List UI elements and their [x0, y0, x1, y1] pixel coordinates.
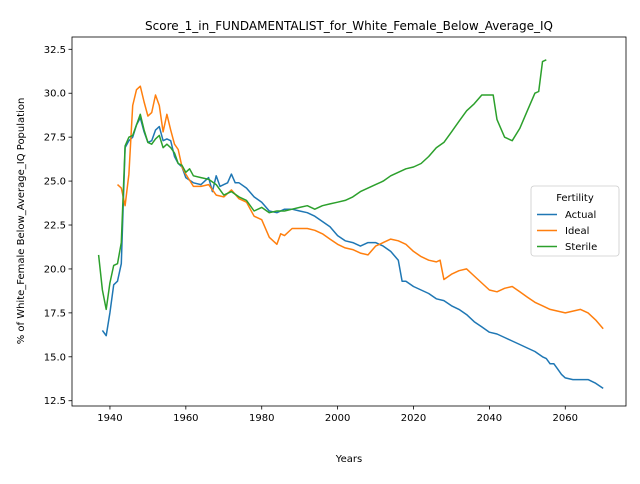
series-line-ideal — [116, 85, 604, 330]
y-tick-label: 15.0 — [44, 352, 66, 363]
legend-title: Fertility — [556, 193, 594, 204]
legend-label-sterile: Sterile — [565, 242, 597, 253]
legend-label-actual: Actual — [565, 210, 596, 221]
chart-title: Score_1_in_FUNDAMENTALIST_for_White_Fema… — [145, 19, 553, 33]
y-tick-label: 32.5 — [44, 45, 66, 56]
y-tick-label: 22.5 — [44, 221, 66, 232]
x-tick-label: 2040 — [477, 413, 502, 424]
y-axis: 12.5 15.0 17.5 20.0 22.5 25.0 27.5 30.0 32.5 — [44, 45, 72, 407]
legend-label-ideal: Ideal — [565, 226, 589, 237]
y-tick-label: 30.0 — [44, 89, 66, 100]
y-tick-label: 20.0 — [44, 264, 66, 275]
y-tick-label: 27.5 — [44, 133, 66, 144]
legend-box — [530, 185, 620, 257]
x-axis-label: Years — [335, 454, 362, 465]
y-tick-label: 25.0 — [44, 177, 66, 188]
y-axis-label: % of White_Female Below_Average_IQ Popul… — [16, 98, 27, 345]
x-tick-label: 2020 — [401, 413, 426, 424]
x-tick-label: 1980 — [249, 413, 274, 424]
x-tick-label: 1940 — [97, 413, 122, 424]
x-axis: 1940 1960 1980 2000 2020 2040 2060 — [97, 406, 578, 424]
series-line-actual — [101, 117, 604, 390]
y-tick-label: 12.5 — [44, 396, 66, 407]
x-tick-label: 2000 — [325, 413, 350, 424]
plot-area — [97, 59, 604, 390]
x-tick-label: 1960 — [173, 413, 198, 424]
series-line-sterile — [97, 59, 547, 311]
legend: Fertility Actual Ideal Sterile — [530, 185, 620, 257]
y-tick-label: 17.5 — [44, 308, 66, 319]
x-tick-label: 2060 — [553, 413, 578, 424]
plot-frame — [71, 36, 627, 407]
